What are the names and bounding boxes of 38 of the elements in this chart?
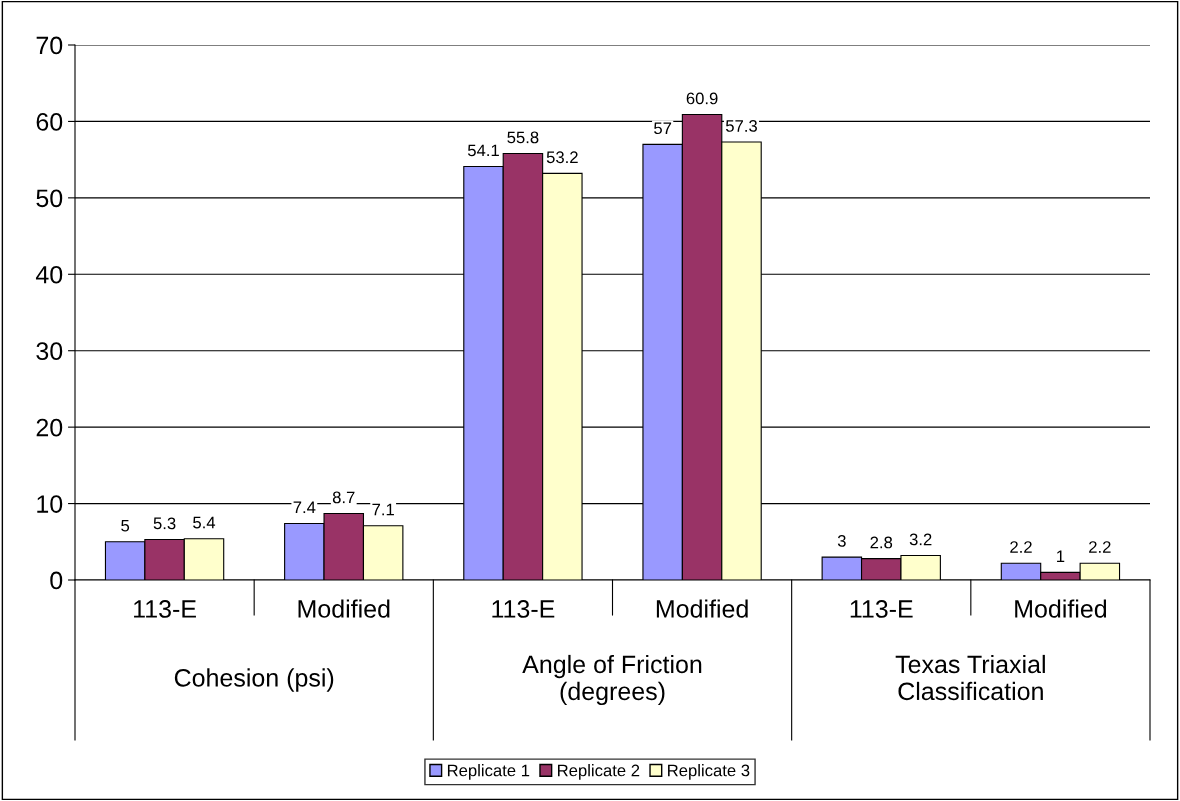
y-tick-label: 30 [36, 342, 63, 361]
text: Texas Triaxial Classification [895, 654, 1045, 701]
data-label: 5.4 [193, 516, 216, 529]
data-label: 1 [1057, 550, 1065, 562]
data-label: 3.2 [909, 533, 932, 546]
y-tick-label: 10 [37, 495, 63, 513]
data-label: 2.2 [1089, 541, 1111, 553]
data-label: 5.3 [153, 517, 176, 530]
y-tick-label: 40 [35, 265, 63, 284]
x-tick-label: Modified [656, 599, 748, 618]
y-tick-label: 0 [50, 571, 63, 590]
data-label: 7.1 [372, 503, 394, 516]
data-label: 57.3 [725, 120, 757, 132]
data-label: 53.2 [546, 151, 578, 164]
legend-label: Replicate 1 [447, 764, 530, 780]
x-tick-label: 113-E [492, 600, 555, 618]
y-tick-label: 50 [36, 189, 63, 208]
data-label: 54.1 [467, 144, 499, 157]
data-label: 3 [837, 535, 846, 547]
data-label: 57 [654, 122, 672, 135]
y-tick-label: 20 [36, 418, 63, 437]
text: Cohesion (psi) [174, 668, 334, 692]
data-label: 8.7 [332, 491, 355, 504]
x-tick-label: Modified [298, 599, 390, 618]
text: Angle of Friction (degrees) [522, 654, 702, 706]
x-tick-label: 113-E [134, 600, 196, 618]
x-tick-label: Modified [1015, 599, 1107, 618]
data-label: 5 [121, 519, 130, 532]
data-label: 2.2 [1010, 541, 1032, 553]
data-label: 60.9 [686, 92, 718, 105]
x-tick-label: 113-E [850, 600, 913, 618]
data-label: 7.4 [293, 501, 316, 514]
legend-label: Replicate 3 [668, 764, 750, 780]
y-tick-label: 60 [36, 113, 63, 131]
y-tick-label: 70 [36, 36, 63, 55]
legend-label: Replicate 2 [558, 764, 640, 780]
data-label: 55.8 [507, 131, 539, 144]
data-label: 2.8 [870, 536, 893, 549]
